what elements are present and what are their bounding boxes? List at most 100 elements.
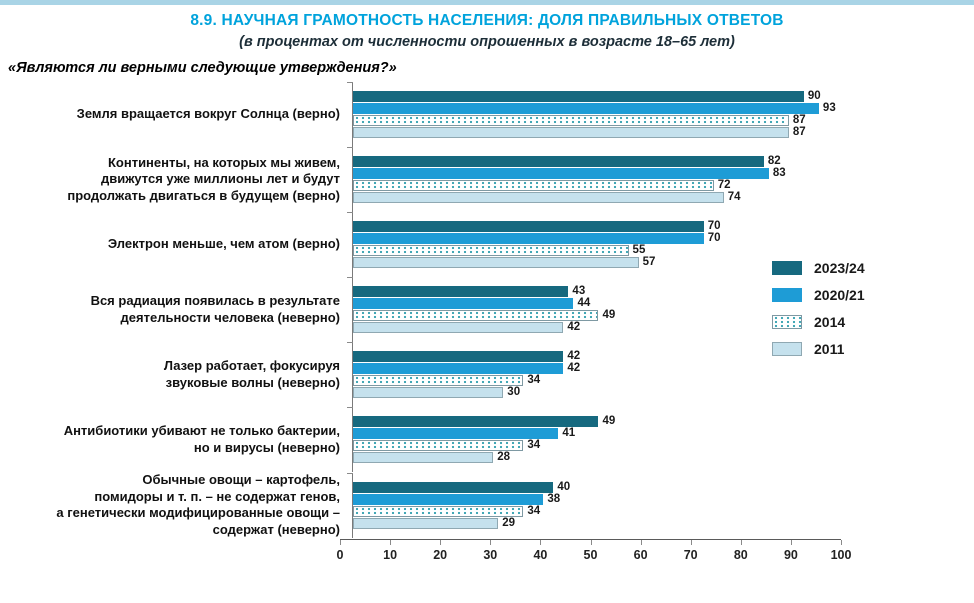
chart-group: Континенты, на которых мы живем, движутс…	[0, 147, 974, 212]
legend-swatch	[772, 342, 802, 356]
bar-row: 93	[353, 102, 854, 114]
bar-value-label: 28	[497, 451, 511, 463]
bar-value-label: 34	[527, 504, 541, 517]
bar-2014	[353, 310, 599, 321]
bar-row: 28	[353, 451, 854, 463]
category-label: Антибиотики убивают не только бактерии, …	[63, 422, 340, 455]
legend-swatch	[772, 288, 802, 302]
bar-row: 74	[353, 191, 854, 203]
x-axis-tick-label: 70	[683, 547, 698, 562]
bar-2011	[353, 127, 789, 138]
category-bars: 49 41 34 28	[347, 407, 854, 472]
bar-row: 83	[353, 167, 854, 179]
legend-label: 2023/24	[814, 260, 865, 276]
bar-row: 70	[353, 220, 854, 232]
x-axis-tick	[490, 539, 492, 545]
bar-row: 87	[353, 126, 854, 138]
x-axis-tick	[690, 539, 692, 545]
bar-value-label: 40	[557, 480, 571, 493]
chart-group: Электрон меньше, чем атом (верно) 70 70 55 5…	[0, 212, 974, 277]
x-axis-tick-label: 0	[336, 547, 344, 562]
bar-2023-24	[353, 286, 569, 297]
bar-value-label: 74	[727, 191, 741, 203]
bar-value-label: 82	[767, 155, 781, 167]
x-axis-tick	[390, 539, 392, 545]
legend-label: 2011	[814, 341, 845, 357]
x-axis-tick	[841, 539, 842, 545]
bar-value-label: 55	[632, 244, 646, 256]
survey-question: «Являются ли верными следующие утвержден…	[8, 60, 397, 76]
bar-value-label: 57	[642, 256, 656, 268]
bar-2011	[353, 387, 504, 398]
category-bars: 43 44 49 42	[347, 277, 854, 342]
bar-2014	[353, 115, 789, 126]
bar-value-label: 43	[572, 285, 586, 297]
x-axis-tick	[740, 539, 742, 545]
x-axis-tick	[640, 539, 642, 545]
bar-2011	[353, 322, 564, 333]
group-boundary-tick	[347, 82, 353, 83]
x-axis-tick-label: 20	[433, 547, 448, 562]
group-boundary-tick	[347, 277, 353, 278]
legend-label: 2020/21	[814, 287, 865, 303]
category-label: Континенты, на которых мы живем, движутс…	[67, 154, 340, 203]
bar-row: 57	[353, 256, 854, 268]
bar-value-label: 42	[567, 321, 581, 333]
bar-value-label: 42	[567, 362, 581, 374]
bar-2023-24	[353, 91, 804, 102]
group-boundary-tick	[347, 407, 353, 408]
chart-group: Лазер работает, фокусируя звуковые волны…	[0, 342, 974, 407]
bar-value-label: 87	[792, 126, 806, 138]
chart-group: Обычные овощи – картофель, помидоры и т.…	[0, 472, 974, 539]
bar-value-label: 49	[602, 415, 616, 427]
bar-value-label: 34	[527, 439, 541, 451]
x-axis-tick-label: 30	[483, 547, 498, 562]
legend-item: 2011	[772, 341, 865, 357]
bar-row: 42	[353, 350, 854, 362]
bar-row: 34	[353, 504, 854, 517]
bar-chart: Земля вращается вокруг Солнца (верно) 90 9…	[0, 82, 974, 566]
legend-swatch	[772, 315, 802, 329]
bar-value-label: 42	[567, 350, 581, 362]
x-axis-tick-label: 10	[383, 547, 398, 562]
bar-2020-21	[353, 233, 704, 244]
bar-row: 49	[353, 415, 854, 427]
bar-2023-24	[353, 416, 599, 427]
bar-2011	[353, 452, 494, 463]
bar-row: 90	[353, 90, 854, 102]
bar-row: 40	[353, 480, 854, 493]
bar-value-label: 70	[707, 220, 721, 232]
category-label: Вся радиация появилась в результате деят…	[90, 292, 340, 325]
category-bars: 90 93 87 87	[347, 82, 854, 147]
bar-row: 42	[353, 362, 854, 374]
bar-2023-24	[353, 221, 704, 232]
category-label: Земля вращается вокруг Солнца (верно)	[76, 106, 340, 122]
chart-groups: Земля вращается вокруг Солнца (верно) 90 9…	[0, 82, 974, 539]
group-boundary-tick	[347, 147, 353, 148]
bar-2020-21	[353, 168, 769, 179]
x-axis-tick	[440, 539, 442, 545]
group-boundary-tick	[347, 472, 353, 474]
bar-value-label: 41	[562, 427, 576, 439]
bar-2014	[353, 375, 524, 386]
bar-2023-24	[353, 156, 764, 167]
bar-row: 72	[353, 179, 854, 191]
bar-row: 38	[353, 493, 854, 505]
chart-title: 8.9. НАУЧНАЯ ГРАМОТНОСТЬ НАСЕЛЕНИЯ: ДОЛЯ…	[190, 12, 784, 29]
bar-2011	[353, 257, 639, 268]
bar-value-label: 90	[807, 90, 821, 102]
bar-2014	[353, 180, 714, 191]
x-axis-tick-label: 90	[783, 547, 798, 562]
bar-2020-21	[353, 363, 564, 374]
bar-2011	[353, 192, 724, 203]
x-axis-tick	[340, 539, 341, 545]
bar-2023-24	[353, 481, 554, 493]
category-label: Лазер работает, фокусируя звуковые волны…	[163, 357, 340, 390]
bar-row: 70	[353, 232, 854, 244]
category-label: Обычные овощи – картофель, помидоры и т.…	[56, 472, 340, 537]
chart-legend: 2023/24 2020/21 2014 2011	[772, 260, 865, 368]
x-axis-tick-label: 100	[830, 547, 852, 562]
chart-group: Вся радиация появилась в результате деят…	[0, 277, 974, 342]
legend-label: 2014	[814, 314, 846, 330]
